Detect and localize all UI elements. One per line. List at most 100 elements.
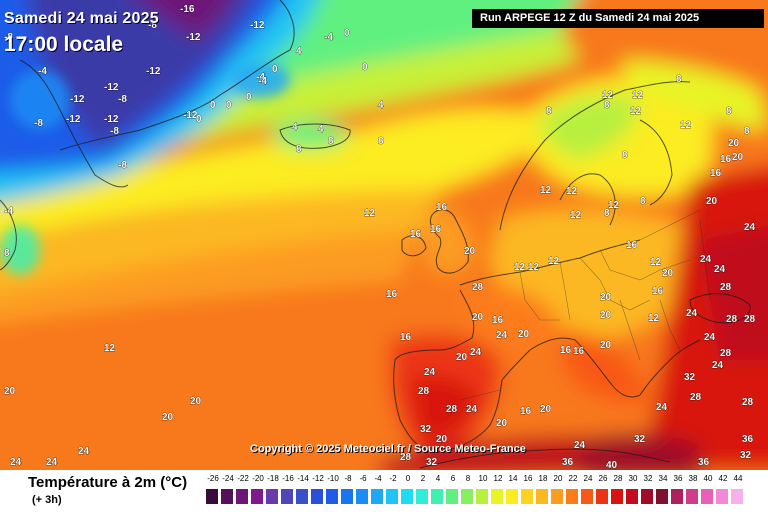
scale-tick-label: 24 <box>583 474 593 483</box>
scale-swatch <box>221 489 234 504</box>
temperature-value-label: 20 <box>732 152 744 163</box>
temperature-value-label: 28 <box>720 282 732 293</box>
temperature-value-label: 24 <box>10 457 22 468</box>
scale-swatch <box>281 489 294 504</box>
temperature-value-label: 12 <box>528 262 540 273</box>
temperature-value-label: 12 <box>602 90 614 101</box>
scale-tick-label: 28 <box>613 474 623 483</box>
temperature-value-label: 16 <box>720 154 732 165</box>
temperature-value-label: 12 <box>104 343 116 354</box>
scale-tick-label: -16 <box>282 474 294 483</box>
scale-tick-label: -18 <box>267 474 279 483</box>
temperature-value-label: 20 <box>600 310 612 321</box>
temperature-value-label: 12 <box>630 106 642 117</box>
scale-tick-label: -2 <box>389 474 397 483</box>
temperature-value-label: 20 <box>662 268 674 279</box>
temperature-value-label: 16 <box>652 286 664 297</box>
temperature-value-label: 12 <box>514 262 526 273</box>
temperature-value-label: 24 <box>470 347 482 358</box>
temperature-value-label: 8 <box>744 126 750 137</box>
scale-swatch <box>536 489 549 504</box>
temperature-value-label: 24 <box>656 402 668 413</box>
scale-tick-label: -20 <box>252 474 264 483</box>
scale-tick-label: -10 <box>327 474 339 483</box>
temperature-value-label: 24 <box>424 367 436 378</box>
temperature-value-label: 20 <box>496 418 508 429</box>
scale-swatch <box>356 489 369 504</box>
scale-swatch <box>341 489 354 504</box>
scale-tick-label: 12 <box>493 474 503 483</box>
scale-tick-label: 26 <box>598 474 608 483</box>
temperature-value-label: 32 <box>684 372 696 383</box>
temperature-value-label: 28 <box>446 404 458 415</box>
scale-tick-label: 20 <box>553 474 563 483</box>
scale-swatch <box>566 489 579 504</box>
temperature-value-label: 36 <box>742 434 754 445</box>
temperature-value-label: 8 <box>378 136 384 147</box>
temperature-value-label: 28 <box>720 348 732 359</box>
scale-tick-label: 18 <box>538 474 548 483</box>
temperature-value-label: 20 <box>162 412 174 423</box>
scale-tick-label: 34 <box>658 474 668 483</box>
temperature-value-label: 12 <box>364 208 376 219</box>
temperature-value-label: -8 <box>34 118 43 129</box>
temperature-value-label: -12 <box>183 110 198 121</box>
temperature-value-label: 32 <box>420 424 432 435</box>
temperature-value-label: 28 <box>418 386 430 397</box>
temperature-value-label: 16 <box>436 202 448 213</box>
temperature-value-label: 16 <box>400 332 412 343</box>
forecast-time: 17:00 locale <box>4 33 124 56</box>
scale-tick-label: 44 <box>733 474 743 483</box>
temperature-value-label: 8 <box>622 150 628 161</box>
temperature-value-label: 16 <box>560 345 572 356</box>
scale-swatch <box>461 489 474 504</box>
temperature-value-label: -16 <box>180 4 195 15</box>
temperature-value-label: 4 <box>296 46 302 57</box>
scale-swatch <box>236 489 249 504</box>
temperature-value-label: 4 <box>292 122 298 133</box>
temperature-value-label: 40 <box>606 460 618 470</box>
scale-tick-label: 40 <box>703 474 713 483</box>
temperature-value-label: 8 <box>640 196 646 207</box>
temperature-value-label: 8 <box>296 144 302 155</box>
scale-tick-label: -6 <box>359 474 367 483</box>
temperature-value-label: 20 <box>728 138 740 149</box>
scale-swatch <box>326 489 339 504</box>
scale-tick-label: 8 <box>465 474 471 483</box>
color-scale: -26 -24 -22 -20 -18 -16 -14 -12 -10 -8 -6 -4 -2 0 2 4 6 8… <box>206 473 752 507</box>
temperature-value-label: 20 <box>472 312 484 323</box>
temperature-value-label: 20 <box>456 352 468 363</box>
temperature-value-label: 8 <box>4 248 10 259</box>
scale-swatch <box>701 489 714 504</box>
scale-swatch <box>611 489 624 504</box>
temperature-value-label: 24 <box>700 254 712 265</box>
scale-swatch <box>431 489 444 504</box>
temperature-value-label: -8 <box>110 126 119 137</box>
temperature-map: -16 -12 -12 -8 -8 -4 0 -4 -12 -12 -8 -12 -8 -12 0 0 0 -12… <box>0 0 768 470</box>
temperature-value-label: 12 <box>608 200 620 211</box>
temperature-value-label: 28 <box>744 314 756 325</box>
temperature-value-label: 12 <box>570 210 582 221</box>
temperature-value-label: 12 <box>566 186 578 197</box>
temperature-value-label: 28 <box>400 452 412 463</box>
scale-tick-label: 4 <box>435 474 441 483</box>
temperature-value-label: -8 <box>148 20 157 31</box>
temperature-value-label: 36 <box>698 457 710 468</box>
temperature-value-label: 8 <box>546 106 552 117</box>
temperature-value-label: -12 <box>186 32 201 43</box>
legend-bar: Température à 2m (°C) (+ 3h) -26 -24 -22 -2… <box>0 470 768 512</box>
scale-tick-label: -26 <box>207 474 219 483</box>
temperature-value-label: 12 <box>650 257 662 268</box>
scale-swatch <box>206 489 219 504</box>
scale-swatch <box>446 489 459 504</box>
temperature-value-label: 4 <box>318 124 324 135</box>
scale-swatch <box>311 489 324 504</box>
scale-swatch <box>401 489 414 504</box>
legend-title: Température à 2m (°C) <box>28 474 188 491</box>
temperature-value-label: -12 <box>66 114 81 125</box>
scale-tick-label: 16 <box>523 474 533 483</box>
scale-tick-label: 10 <box>478 474 488 483</box>
temperature-value-label: 8 <box>328 136 334 147</box>
temperature-value-label: 0 <box>196 114 202 125</box>
